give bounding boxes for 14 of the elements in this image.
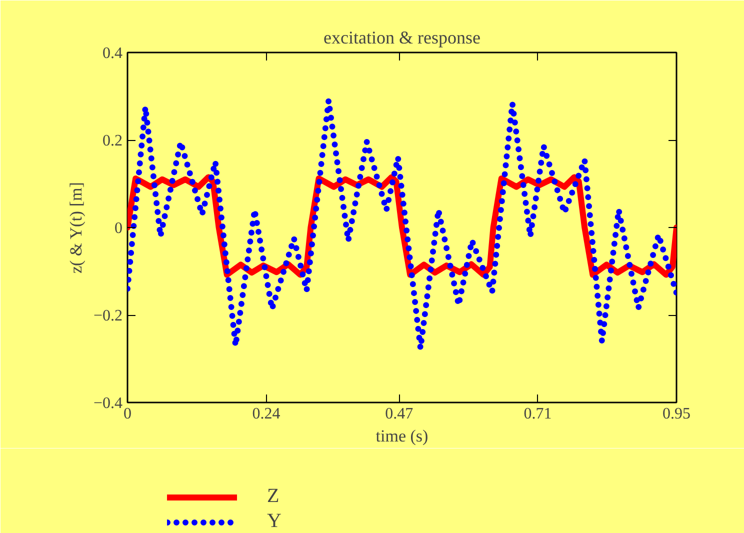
y-tick-label: 0.4	[102, 45, 122, 62]
x-tick-label: 0.47	[385, 406, 414, 422]
legend-label: Y	[267, 510, 282, 533]
x-tick-label: 0.24	[252, 406, 280, 422]
chart-title: excitation & response	[324, 28, 480, 48]
y-tick-label: 0	[114, 220, 122, 237]
y-axis-title: z( & Y(t) [m]	[66, 182, 86, 274]
x-axis-title: time (s)	[376, 426, 428, 446]
y-tick-label: −0.4	[93, 395, 123, 412]
x-tick-label: 0.71	[524, 406, 552, 422]
legend-label: Z	[267, 485, 280, 508]
y-tick-label: −0.2	[93, 308, 123, 324]
y-tick-label: 0.2	[102, 132, 122, 150]
x-tick-label: 0.95	[662, 406, 690, 422]
